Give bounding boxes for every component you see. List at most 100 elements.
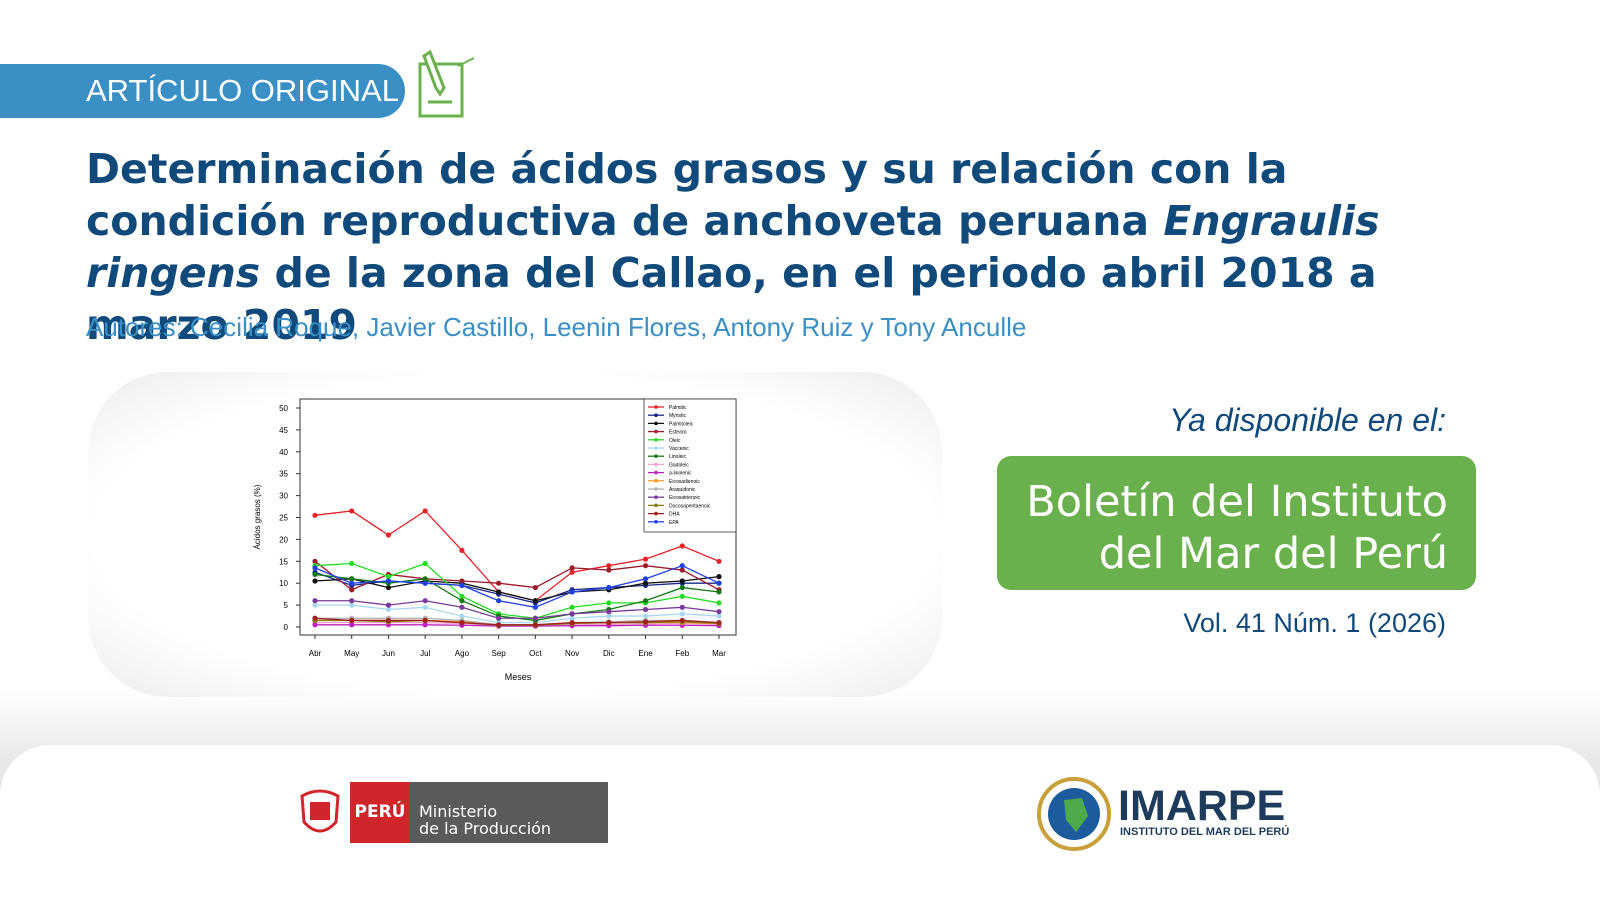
coat-of-arms bbox=[300, 789, 340, 833]
data-point bbox=[496, 598, 502, 604]
journal-line: Boletín del Instituto bbox=[1026, 477, 1448, 527]
data-point bbox=[642, 613, 649, 619]
legend-label: DHA bbox=[669, 512, 680, 518]
chart-card bbox=[88, 372, 942, 697]
data-point bbox=[349, 587, 355, 593]
data-point bbox=[422, 604, 428, 610]
section-tag: ARTÍCULO ORIGINAL bbox=[0, 64, 405, 118]
y-axis-label: Ácidos grasos (%) bbox=[253, 484, 262, 549]
y-tick-label: 20 bbox=[279, 535, 288, 544]
legend-label: Araquidonic bbox=[669, 487, 696, 493]
data-point bbox=[716, 589, 722, 595]
data-point bbox=[569, 604, 575, 610]
legend-label: Myristic bbox=[669, 413, 686, 419]
data-point bbox=[532, 615, 538, 621]
y-tick-label: 10 bbox=[279, 579, 288, 588]
series-line bbox=[314, 575, 720, 602]
data-point bbox=[385, 584, 392, 591]
data-point bbox=[716, 580, 722, 586]
data-point bbox=[716, 558, 722, 564]
data-point bbox=[312, 512, 318, 518]
data-point bbox=[642, 576, 649, 582]
series-line bbox=[315, 624, 720, 627]
imarpe-subtitle: INSTITUTO DEL MAR DEL PERÚ bbox=[1120, 826, 1290, 838]
x-tick-label: May bbox=[344, 649, 359, 658]
data-point bbox=[349, 560, 355, 567]
data-point bbox=[679, 593, 685, 599]
authors: Autores: Cecilia Roque, Javier Castillo,… bbox=[86, 312, 1027, 342]
data-point bbox=[606, 563, 612, 569]
data-point bbox=[569, 615, 575, 621]
y-tick-label: 0 bbox=[284, 623, 289, 632]
legend-label: Oleic bbox=[669, 438, 681, 444]
legend-marker bbox=[654, 495, 658, 499]
data-point bbox=[496, 615, 502, 621]
data-point bbox=[606, 609, 612, 615]
data-point bbox=[459, 582, 465, 588]
legend-marker bbox=[654, 462, 658, 467]
x-tick-label: Ene bbox=[638, 649, 653, 658]
legend-label: a-linolenic bbox=[669, 471, 692, 477]
series-line bbox=[314, 562, 720, 619]
species: Engraulis ringens bbox=[86, 197, 1380, 297]
data-point bbox=[385, 617, 392, 624]
legend-marker bbox=[654, 446, 658, 450]
data-point bbox=[679, 543, 685, 549]
legend-marker bbox=[654, 429, 658, 434]
journal-name[interactable]: Boletín del Instituto del Mar del Perú bbox=[997, 456, 1476, 590]
data-point bbox=[312, 598, 318, 604]
data-point bbox=[606, 613, 612, 619]
data-point bbox=[532, 622, 538, 628]
data-point bbox=[312, 565, 318, 571]
x-tick-label: Jul bbox=[420, 649, 430, 658]
data-point bbox=[716, 600, 722, 606]
data-point bbox=[459, 598, 465, 604]
legend-label: Linoleic bbox=[669, 454, 686, 460]
data-point bbox=[679, 567, 685, 573]
data-point bbox=[642, 598, 649, 604]
series-line bbox=[314, 617, 720, 626]
data-point bbox=[716, 613, 722, 619]
data-point bbox=[422, 560, 428, 567]
y-tick-label: 35 bbox=[279, 470, 288, 479]
legend-label: Vaccenic bbox=[669, 446, 689, 452]
imarpe-logo: IMARPE bbox=[1118, 782, 1286, 830]
data-point bbox=[349, 617, 355, 624]
legend-label: Estearic bbox=[669, 430, 688, 436]
data-point bbox=[642, 556, 649, 562]
x-tick-label: Jun bbox=[382, 649, 395, 658]
data-point bbox=[349, 508, 355, 514]
journal-line: del Mar del Perú bbox=[1098, 529, 1448, 579]
ministry-line: de la Producción bbox=[419, 819, 552, 838]
data-point bbox=[312, 602, 318, 608]
x-tick-label: Abr bbox=[309, 649, 322, 658]
data-point bbox=[496, 622, 502, 628]
data-point bbox=[312, 578, 318, 584]
data-point bbox=[532, 598, 538, 604]
x-axis-label: Meses bbox=[505, 672, 532, 682]
data-point bbox=[716, 609, 722, 615]
icon bbox=[418, 49, 475, 118]
data-point bbox=[422, 580, 428, 586]
data-point bbox=[532, 604, 538, 610]
series-line bbox=[314, 560, 720, 591]
ministry: Ministerio de la Producción bbox=[410, 782, 608, 843]
x-tick-label: Oct bbox=[529, 649, 542, 658]
data-point bbox=[459, 547, 465, 553]
data-point bbox=[679, 611, 685, 617]
availability: Ya disponible en el: bbox=[1169, 402, 1446, 438]
y-tick-label: 25 bbox=[279, 514, 288, 523]
data-point bbox=[569, 589, 575, 595]
legend-marker bbox=[654, 479, 658, 483]
data-point bbox=[385, 606, 392, 613]
imarpe-seal bbox=[1037, 777, 1111, 851]
y-tick-label: 15 bbox=[279, 557, 288, 566]
data-point bbox=[349, 580, 355, 586]
legend-marker bbox=[654, 454, 658, 458]
data-point bbox=[422, 508, 428, 514]
data-point bbox=[459, 593, 465, 599]
data-point bbox=[349, 598, 355, 604]
data-point bbox=[679, 617, 685, 624]
legend-marker bbox=[654, 438, 658, 442]
x-tick-label: Mar bbox=[712, 649, 726, 658]
